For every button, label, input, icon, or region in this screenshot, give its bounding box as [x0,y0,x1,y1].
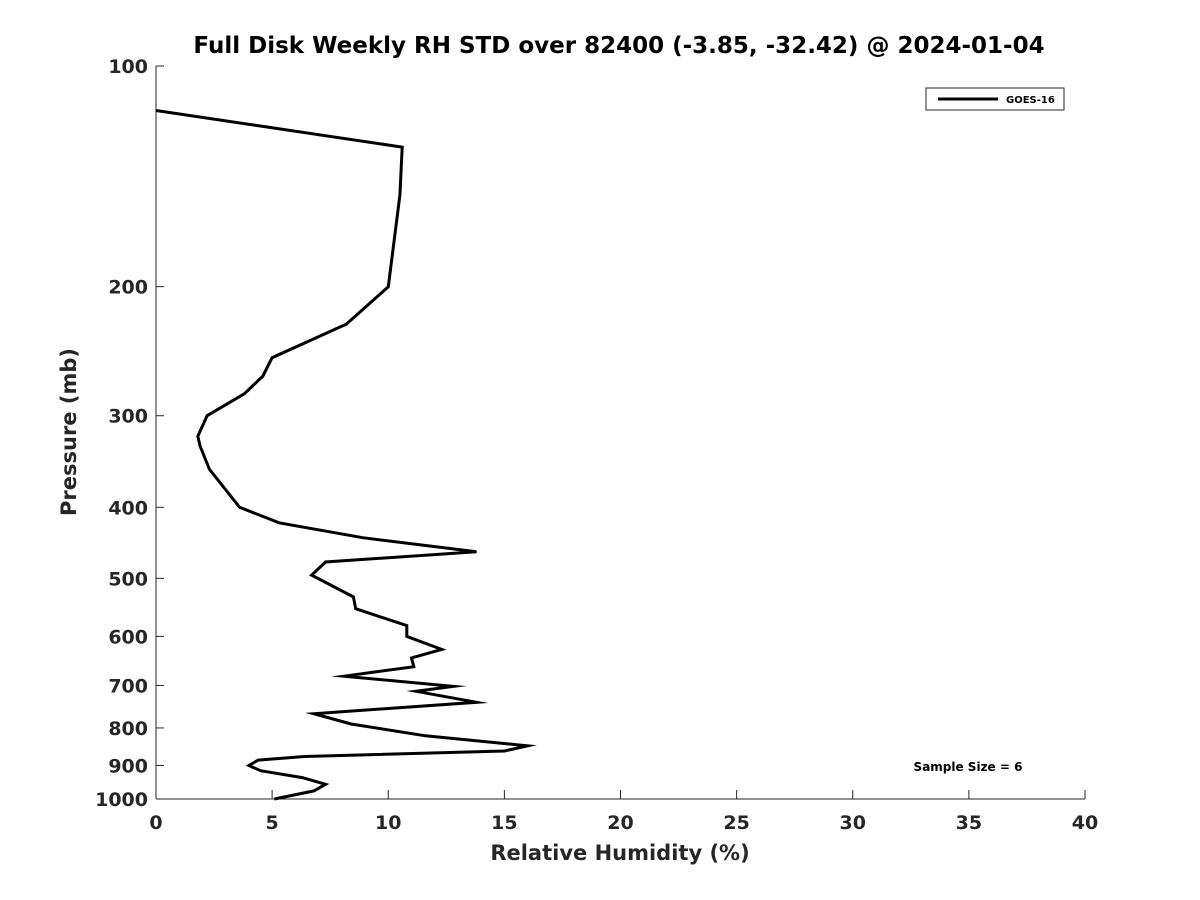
x-axis-label: Relative Humidity (%) [490,841,749,865]
x-tick-label: 10 [375,812,401,834]
x-tick-label: 40 [1072,812,1098,834]
plot-area [156,66,1085,799]
x-axis: 0 5 10 15 20 25 30 35 40 [149,790,1098,834]
x-tick-label: 35 [956,812,982,834]
series-layer [155,109,538,801]
y-tick-label: 200 [108,277,148,299]
y-tick-label: 500 [108,568,148,590]
x-tick-label: 25 [723,812,749,834]
y-tick-label: 1000 [95,789,148,811]
x-tick-label: 15 [491,812,517,834]
series-line-goes-16 [155,109,538,801]
y-axis: 100 200 300 400 500 600 700 800 900 1000 [95,56,164,811]
y-tick-label: 300 [108,406,148,428]
y-tick-label: 400 [108,497,148,519]
y-tick-label: 600 [108,626,148,648]
chart-title: Full Disk Weekly RH STD over 82400 (-3.8… [193,33,1044,59]
y-tick-label: 800 [108,718,148,740]
y-axis-label: Pressure (mb) [57,348,81,516]
y-tick-label: 100 [108,56,148,78]
y-tick-label: 700 [108,675,148,697]
y-tick-label: 900 [108,755,148,777]
legend-label-goes-16: GOES-16 [1006,95,1055,106]
x-tick-label: 30 [840,812,866,834]
x-tick-label: 20 [607,812,633,834]
sample-size-annotation: Sample Size = 6 [914,760,1023,774]
x-tick-label: 0 [149,812,162,834]
x-tick-label: 5 [266,812,279,834]
legend: GOES-16 [925,87,1065,111]
